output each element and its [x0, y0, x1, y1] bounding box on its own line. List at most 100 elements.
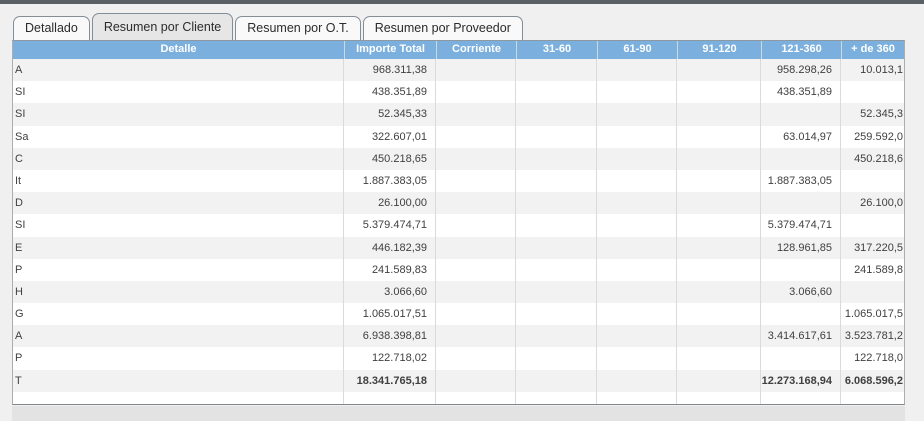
cell-amount: [761, 258, 841, 281]
cell-amount: [436, 125, 516, 148]
cell-amount: 1.887.383,05: [344, 169, 436, 193]
cell-amount: [597, 81, 677, 104]
cell-amount: 1.065.017,5: [844, 308, 903, 321]
cell-amount: [597, 347, 677, 370]
cell-amount: [436, 258, 516, 281]
empty-cell: [761, 391, 841, 404]
cell-amount: [516, 147, 597, 170]
cell-amount: 12.273.168,94: [761, 369, 841, 392]
cell-amount: [597, 258, 677, 281]
cell-amount: [761, 147, 841, 170]
cell-amount: 317.220,5: [854, 241, 903, 254]
cell-amount: 128.961,85: [761, 236, 841, 259]
table-row[interactable]: C 450.218,65 450.218,6: [13, 147, 904, 170]
cell-amount: [516, 280, 597, 304]
cell-amount: [516, 258, 597, 281]
cell-amount: 438.351,89: [761, 81, 841, 104]
column-header[interactable]: + de 360: [841, 41, 904, 59]
tab-resumen-por-cliente[interactable]: Resumen por Cliente: [91, 13, 234, 40]
cell-amount: 3.414.617,61: [761, 325, 841, 348]
column-header[interactable]: 31-60: [516, 41, 597, 59]
cell-amount: [597, 303, 677, 326]
cell-amount: [677, 303, 761, 326]
table-row[interactable]: P 122.718,02 122.718,0: [13, 347, 904, 370]
cell-amount: [761, 347, 841, 370]
cell-amount: [677, 169, 761, 193]
column-header[interactable]: 61-90: [597, 41, 677, 59]
cell-amount: 450.218,6: [854, 152, 903, 165]
cell-amount: 5.379.474,71: [344, 214, 436, 237]
cell-amount: [436, 369, 516, 392]
cell-amount: [436, 214, 516, 237]
cell-amount: [516, 125, 597, 148]
table-row[interactable]: SI 52.345,33 52.345,3: [13, 103, 904, 126]
tab-detallado[interactable]: Detallado: [13, 16, 90, 40]
cell-amount: 10.013,1: [860, 64, 903, 76]
cell-amount: [597, 192, 677, 215]
cell-amount: [597, 214, 677, 237]
cell-amount: [761, 192, 841, 215]
cell-amount: 122.718,0: [854, 352, 903, 365]
table-row[interactable]: A 6.938.398,81 3.414.617,61 3.523.781,2: [13, 325, 904, 348]
empty-cell: [677, 391, 761, 404]
column-header[interactable]: 121-360: [761, 41, 841, 59]
cell-amount: 322.607,01: [344, 125, 436, 148]
table-row[interactable]: SI 5.379.474,71 5.379.474,71: [13, 214, 904, 237]
empty-cell: [436, 391, 516, 404]
cell-amount: [597, 280, 677, 304]
table-row[interactable]: D 26.100,00 26.100,0: [13, 192, 904, 215]
cell-detalle: T: [13, 369, 344, 392]
cell-amount: 958.298,26: [761, 59, 841, 82]
tab-bar: Detallado Resumen por Cliente Resumen po…: [13, 13, 525, 40]
column-header[interactable]: Importe Total: [344, 41, 436, 59]
column-header[interactable]: Detalle: [160, 43, 197, 55]
cell-amount: [436, 347, 516, 370]
aging-summary-table: Detalle Importe Total Corriente 31-60 61-90 9…: [12, 40, 905, 405]
cell-amount: [677, 125, 761, 148]
cell-amount: 52.345,3: [860, 108, 903, 121]
cell-amount: [436, 192, 516, 215]
cell-amount: [436, 169, 516, 193]
table-row[interactable]: P 241.589,83 241.589,8: [13, 258, 904, 281]
cell-amount: 3.523.781,2: [844, 330, 903, 343]
cell-amount: [597, 59, 677, 82]
table-row[interactable]: A 968.311,38 958.298,26 10.013,1: [13, 59, 904, 82]
cell-detalle: C: [13, 147, 344, 170]
cell-amount: 446.182,39: [344, 236, 436, 259]
cell-detalle: H: [13, 280, 344, 304]
column-header[interactable]: Corriente: [436, 41, 516, 59]
cell-amount: [597, 325, 677, 348]
cell-amount: [677, 103, 761, 126]
cell-amount: [677, 214, 761, 237]
cell-amount: [516, 214, 597, 237]
cell-amount: [516, 169, 597, 193]
table-row[interactable]: It 1.887.383,05 1.887.383,05: [13, 169, 904, 193]
empty-cell: [516, 391, 597, 404]
column-header[interactable]: 91-120: [677, 41, 761, 59]
table-row[interactable]: Sa 322.607,01 63.014,97 259.592,0: [13, 125, 904, 148]
cell-detalle: It: [13, 169, 344, 193]
table-row[interactable]: H 3.066,60 3.066,60: [13, 280, 904, 304]
tab-resumen-por-ot[interactable]: Resumen por O.T.: [235, 16, 361, 40]
table-row[interactable]: E 446.182,39 128.961,85 317.220,5: [13, 236, 904, 259]
cell-amount: [516, 81, 597, 104]
cell-amount: [597, 125, 677, 148]
cell-amount: [677, 369, 761, 392]
cell-amount: 5.379.474,71: [761, 214, 841, 237]
cell-amount: 1.065.017,51: [344, 303, 436, 326]
table-row[interactable]: SI 438.351,89 438.351,89: [13, 81, 904, 104]
cell-amount: [761, 303, 841, 326]
cell-amount: [597, 103, 677, 126]
cell-amount: [516, 236, 597, 259]
tab-resumen-por-proveedor[interactable]: Resumen por Proveedor: [362, 16, 523, 40]
table-row-total[interactable]: T 18.341.765,18 12.273.168,94 6.068.596,2: [13, 369, 904, 392]
cell-amount: [677, 258, 761, 281]
cell-amount: [677, 81, 761, 104]
cell-amount: [761, 103, 841, 126]
table-row[interactable]: G 1.065.017,51 1.065.017,5: [13, 303, 904, 326]
cell-amount: [677, 192, 761, 215]
cell-detalle: G: [13, 303, 344, 326]
cell-amount: 438.351,89: [344, 81, 436, 104]
horizontal-scrollbar[interactable]: [12, 406, 905, 421]
cell-detalle: A: [13, 325, 344, 348]
